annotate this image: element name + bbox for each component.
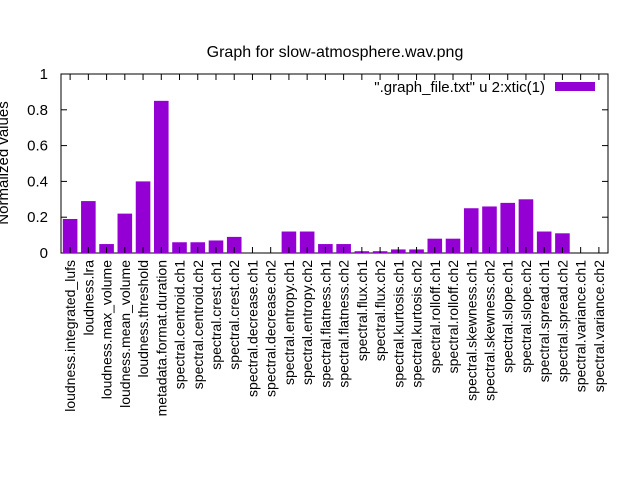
bar — [81, 201, 96, 253]
x-tick-label: spectral.centroid.ch2 — [190, 260, 206, 389]
plot-frame — [60, 73, 609, 254]
bar — [208, 240, 224, 253]
x-tick-label: loudness.lra — [80, 260, 96, 336]
chart-title: Graph for slow-atmosphere.wav.png — [207, 44, 464, 61]
x-tick-label: loudness.max_volume — [99, 260, 115, 400]
y-tick-label: 0.4 — [27, 173, 48, 190]
y-tick-label: 1 — [40, 66, 48, 83]
bar — [482, 206, 497, 253]
x-tick-label: spectral.variance.ch2 — [591, 260, 607, 393]
x-tick-label: spectral.entropy.ch2 — [299, 260, 315, 385]
bar — [445, 238, 461, 253]
y-tick-label: 0 — [40, 245, 48, 262]
x-tick-label: loudness.integrated_lufs — [62, 260, 78, 412]
x-tick-label: loudness.mean_volume — [117, 260, 133, 408]
x-tick-label: metadata.format.duration — [153, 260, 169, 416]
bar — [226, 236, 242, 253]
bar — [153, 100, 169, 253]
x-tick-label: spectral.entropy.ch1 — [281, 260, 297, 385]
x-tick-label: spectral.flatness.ch2 — [336, 260, 352, 388]
x-tick-label: spectral.decrease.ch2 — [263, 260, 279, 397]
bar — [463, 208, 479, 253]
bar — [555, 233, 570, 253]
x-tick-label: spectral.rolloff.ch1 — [427, 260, 443, 374]
bar — [62, 218, 78, 253]
x-tick-label: spectral.variance.ch1 — [573, 260, 589, 393]
x-tick-label: loudness.threshold — [135, 260, 151, 378]
x-tick-label: spectral.flux.ch2 — [372, 260, 388, 361]
bar — [500, 202, 516, 253]
x-tick-label: spectral.kurtosis.ch1 — [390, 260, 406, 388]
legend-label: ".graph_file.txt" u 2:xtic(1) — [374, 79, 545, 96]
bar — [117, 213, 133, 253]
bar — [518, 199, 534, 253]
bar — [427, 238, 443, 253]
x-tick-label: spectral.skewness.ch2 — [481, 260, 497, 401]
x-tick-label: spectral.rolloff.ch2 — [445, 260, 461, 374]
y-tick-label: 0.2 — [27, 209, 48, 226]
x-tick-label: spectral.skewness.ch1 — [463, 260, 479, 401]
legend-swatch — [555, 82, 595, 91]
bar — [281, 231, 297, 253]
x-tick-label: spectral.slope.ch1 — [500, 260, 516, 373]
x-tick-label: spectral.spread.ch2 — [554, 260, 570, 382]
bar — [536, 231, 552, 253]
y-axis-label: Normalized values — [0, 101, 12, 224]
x-tick-label: spectral.centroid.ch1 — [172, 260, 188, 389]
x-tick-label: spectral.spread.ch1 — [536, 260, 552, 382]
bar — [135, 181, 151, 253]
x-tick-label: spectral.slope.ch2 — [518, 260, 534, 373]
x-tick-label: spectral.crest.ch1 — [208, 260, 224, 370]
x-tick-label: spectral.crest.ch2 — [226, 260, 242, 370]
x-tick-label: spectral.flux.ch1 — [354, 260, 370, 361]
bar — [299, 231, 315, 253]
y-tick-label: 0.6 — [27, 138, 48, 155]
x-tick-label: spectral.decrease.ch1 — [244, 260, 260, 397]
x-tick-label: spectral.flatness.ch1 — [317, 260, 333, 388]
y-tick-label: 0.8 — [27, 102, 48, 119]
legend: ".graph_file.txt" u 2:xtic(1) — [374, 79, 595, 96]
x-tick-label: spectral.kurtosis.ch2 — [409, 260, 425, 388]
